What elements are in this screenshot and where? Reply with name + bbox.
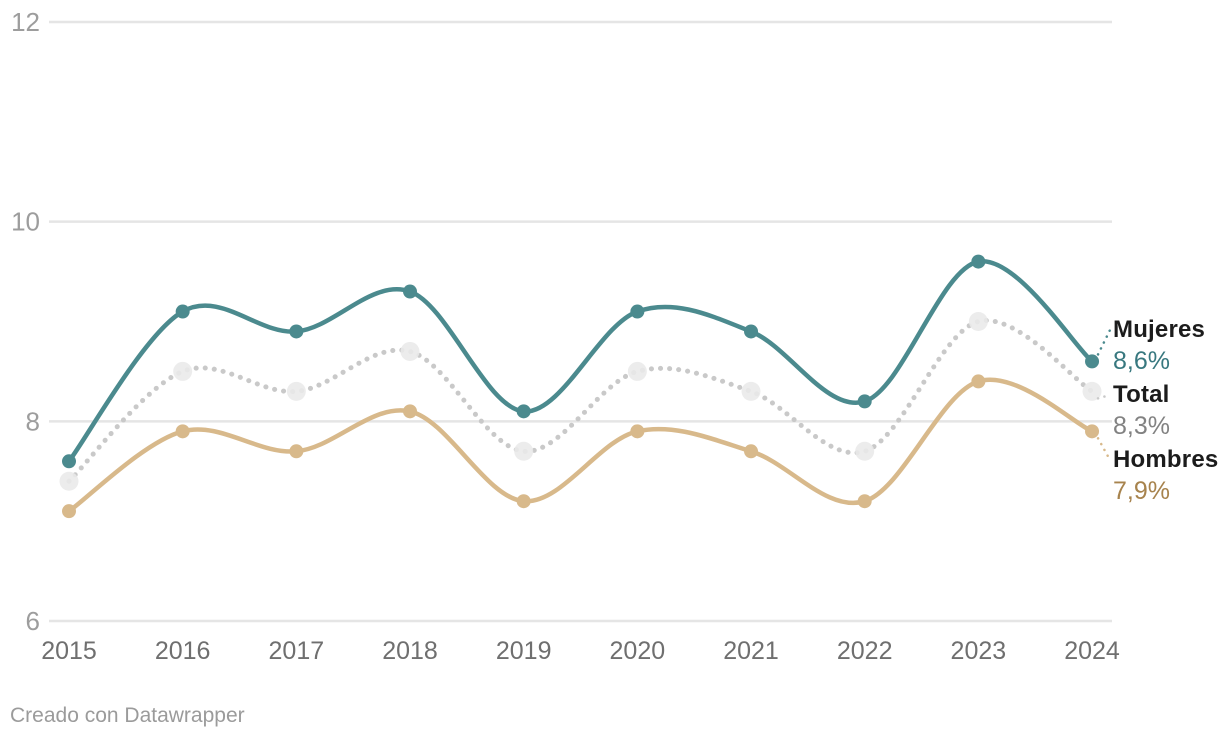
- point-mujeres-2021[interactable]: [744, 324, 759, 339]
- point-mujeres-2023[interactable]: [971, 254, 986, 269]
- series-line-mujeres: [66, 259, 1095, 464]
- point-total-2018[interactable]: [400, 341, 420, 361]
- y-tick-12: 12: [11, 7, 40, 37]
- point-mujeres-2017[interactable]: [289, 324, 304, 339]
- x-tick-2015: 2015: [41, 637, 97, 665]
- point-hombres-2018[interactable]: [403, 404, 418, 419]
- x-tick-2022: 2022: [837, 637, 893, 665]
- point-mujeres-2015[interactable]: [62, 454, 76, 469]
- series-mujeres: [62, 254, 1100, 469]
- series-line-hombres: [66, 377, 1095, 514]
- point-total-2023[interactable]: [968, 312, 988, 331]
- point-mujeres-2019[interactable]: [516, 404, 531, 419]
- y-tick-10: 10: [11, 207, 40, 237]
- connector-mujeres: [1096, 328, 1112, 356]
- point-mujeres-2024[interactable]: [1085, 354, 1100, 369]
- point-total-2022[interactable]: [855, 441, 875, 461]
- point-hombres-2023[interactable]: [971, 374, 986, 389]
- x-axis-labels: 2015 2016 2017 2018 2019 2020 2021 2022 2023 2024: [41, 637, 1120, 665]
- x-tick-2018: 2018: [382, 637, 438, 665]
- connector-hombres: [1096, 437, 1112, 462]
- x-tick-2017: 2017: [269, 637, 325, 665]
- point-hombres-2020[interactable]: [630, 424, 645, 439]
- point-mujeres-2016[interactable]: [175, 304, 190, 319]
- x-tick-2016: 2016: [155, 637, 211, 665]
- point-hombres-2015[interactable]: [62, 504, 76, 519]
- x-tick-2023: 2023: [951, 637, 1007, 665]
- point-mujeres-2018[interactable]: [403, 284, 418, 299]
- point-total-2019[interactable]: [514, 441, 534, 461]
- point-hombres-2022[interactable]: [857, 494, 872, 509]
- connector-total: [1096, 393, 1112, 400]
- x-tick-2024: 2024: [1064, 637, 1120, 665]
- point-hombres-2016[interactable]: [175, 424, 190, 439]
- gridlines: 6 8 10 12: [11, 7, 1112, 636]
- point-mujeres-2020[interactable]: [630, 304, 645, 319]
- point-hombres-2019[interactable]: [516, 494, 531, 509]
- x-tick-2020: 2020: [610, 637, 666, 665]
- point-mujeres-2022[interactable]: [857, 394, 872, 409]
- y-tick-8: 8: [26, 406, 40, 436]
- point-total-2015[interactable]: [59, 471, 79, 491]
- point-hombres-2024[interactable]: [1085, 424, 1100, 439]
- point-total-2016[interactable]: [173, 361, 193, 381]
- series-total: [59, 312, 1102, 491]
- point-hombres-2021[interactable]: [744, 444, 759, 459]
- series-hombres: [62, 374, 1100, 519]
- y-tick-6: 6: [26, 606, 40, 636]
- point-hombres-2017[interactable]: [289, 444, 304, 459]
- point-total-2017[interactable]: [286, 381, 306, 401]
- attribution-text: Creado con Datawrapper: [10, 704, 245, 727]
- point-total-2024[interactable]: [1082, 381, 1102, 401]
- point-total-2021[interactable]: [741, 381, 761, 401]
- attribution: Creado con Datawrapper: [10, 704, 245, 728]
- x-tick-2019: 2019: [496, 637, 552, 665]
- point-total-2020[interactable]: [627, 361, 647, 381]
- label-connectors: [1096, 328, 1112, 462]
- series-line-total: [66, 318, 1095, 484]
- x-tick-2021: 2021: [723, 637, 779, 665]
